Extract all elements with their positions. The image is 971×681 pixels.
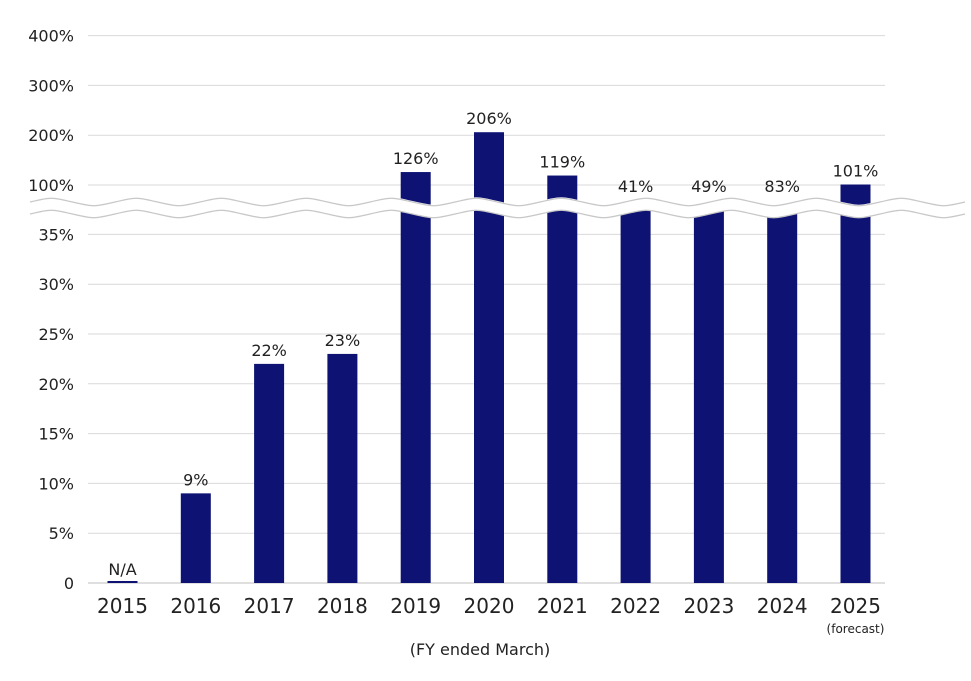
x-tick-label: 2016	[170, 594, 221, 618]
x-tick-label: 2020	[464, 594, 515, 618]
x-tick-label: 2023	[683, 594, 734, 618]
data-label: 41%	[618, 177, 654, 196]
x-tick-label: 2015	[97, 594, 148, 618]
data-label: 83%	[764, 177, 800, 196]
y-tick-label: 300%	[28, 76, 74, 95]
y-tick-label: 35%	[38, 225, 74, 244]
bar-2016	[180, 493, 211, 583]
axis-break-line	[29, 209, 966, 219]
y-tick-label: 5%	[49, 524, 74, 543]
data-label: N/A	[108, 560, 136, 579]
y-tick-label: 100%	[28, 176, 74, 195]
x-tick-label: 2022	[610, 594, 661, 618]
data-label: 23%	[325, 331, 361, 350]
x-tick-label: 2021	[537, 594, 588, 618]
y-tick-label: 10%	[38, 474, 74, 493]
axis-break	[29, 197, 966, 219]
data-label: 49%	[691, 177, 727, 196]
data-label: 119%	[539, 153, 585, 172]
bar-2019	[400, 172, 431, 583]
y-tick-label: 0	[64, 574, 74, 593]
bar-2025	[840, 184, 871, 583]
x-tick-label: 2024	[757, 594, 808, 618]
x-tick-note: (forecast)	[827, 622, 885, 636]
y-tick-label: 200%	[28, 126, 74, 145]
data-label: 101%	[833, 162, 879, 181]
x-axis-title: (FY ended March)	[410, 640, 551, 659]
axis-break-fill	[29, 208, 966, 218]
x-tick-label: 2018	[317, 594, 368, 618]
data-label: 206%	[466, 109, 512, 128]
x-tick-label: 2025	[830, 594, 881, 618]
data-labels: N/A 9% 22% 23% 126% 206% 119% 41% 49% 83% 101%	[108, 109, 878, 579]
y-tick-label: 400%	[28, 27, 74, 46]
y-tick-label: 30%	[38, 275, 74, 294]
y-tick-label: 15%	[38, 425, 74, 444]
bar-2024	[767, 208, 798, 583]
y-tick-label: 25%	[38, 325, 74, 344]
bar-2018	[327, 353, 358, 583]
x-tick-label: 2019	[390, 594, 441, 618]
bar-2022	[620, 208, 651, 583]
axis-break-line	[29, 197, 966, 207]
data-label: 22%	[251, 341, 287, 360]
data-label: 126%	[393, 149, 439, 168]
y-axis-ticks: 0 5% 10% 15% 20% 25% 30% 35% 100% 200% 300% 400%	[28, 27, 74, 593]
bar-2021	[547, 175, 578, 583]
bar-2017	[254, 363, 285, 583]
data-label: 9%	[183, 470, 208, 489]
x-tick-label: 2017	[244, 594, 295, 618]
x-axis-ticks: 2015 2016 2017 2018 2019 2020 2021 2022 2023 2024…	[97, 594, 884, 636]
bar-2023	[693, 208, 724, 583]
y-tick-label: 20%	[38, 375, 74, 394]
